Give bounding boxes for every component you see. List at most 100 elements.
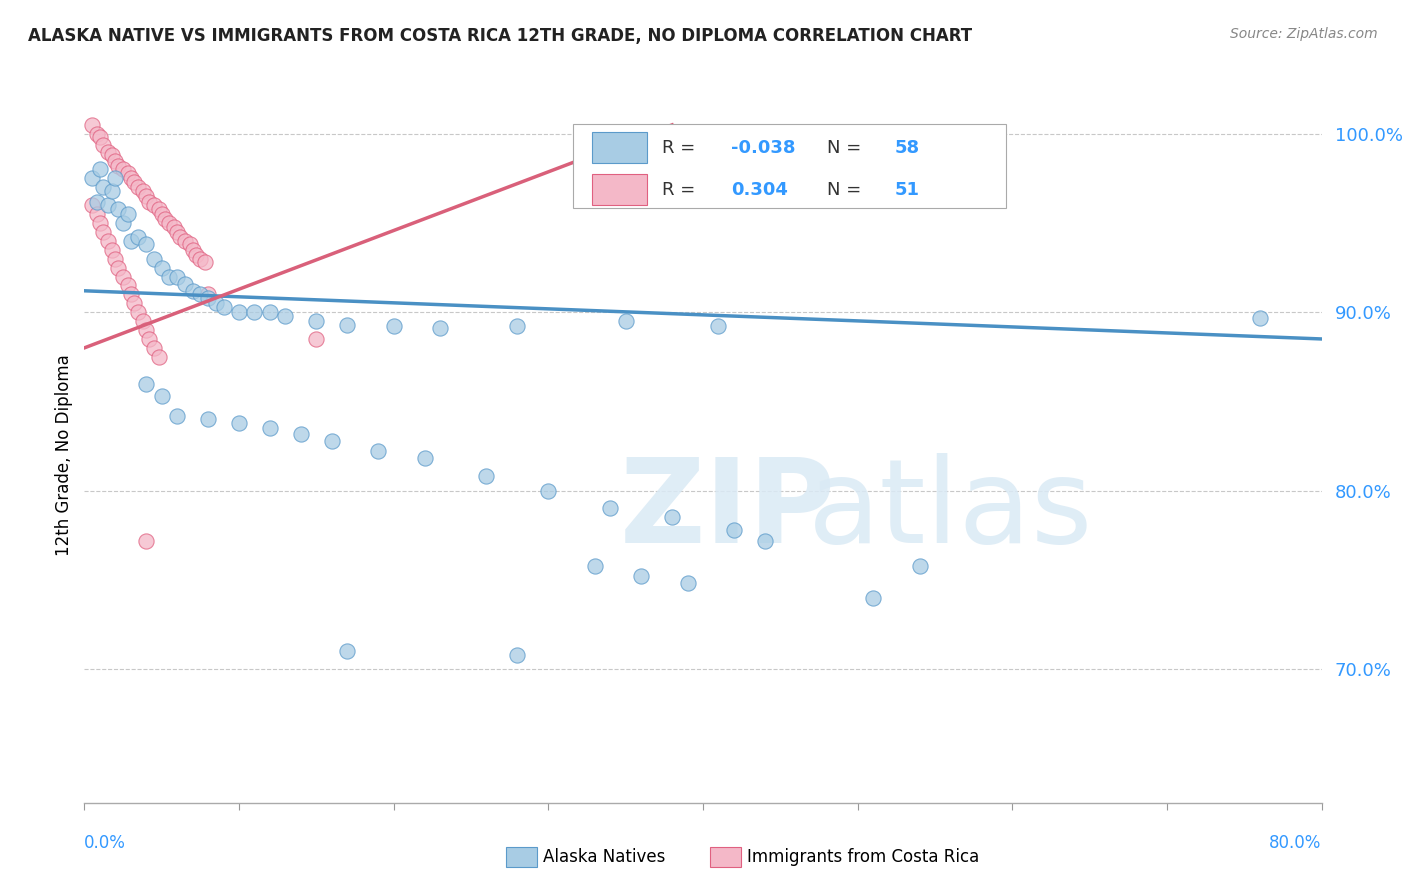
Point <box>91 180 114 194</box>
Point <box>259 421 281 435</box>
Point <box>166 409 188 423</box>
FancyBboxPatch shape <box>592 132 647 163</box>
Point <box>184 248 207 262</box>
Point <box>112 269 135 284</box>
Point <box>107 202 129 216</box>
Text: ZIP: ZIP <box>620 453 835 568</box>
Point <box>86 207 108 221</box>
Point <box>135 237 157 252</box>
Text: atlas: atlas <box>808 453 1092 568</box>
FancyBboxPatch shape <box>574 124 1007 208</box>
Point <box>179 237 201 252</box>
Point <box>91 137 114 152</box>
Point <box>91 225 114 239</box>
Point <box>148 350 170 364</box>
Point <box>104 252 127 266</box>
Point <box>150 207 173 221</box>
Point <box>143 341 166 355</box>
Point <box>96 145 118 159</box>
Point <box>120 287 142 301</box>
Point <box>336 644 359 658</box>
Point <box>336 318 359 332</box>
Point <box>96 234 118 248</box>
Point <box>212 300 235 314</box>
Point <box>321 434 343 448</box>
Point <box>676 576 699 591</box>
Point <box>135 323 157 337</box>
Point <box>132 184 155 198</box>
Point <box>135 376 157 391</box>
Point <box>506 319 529 334</box>
Point <box>159 216 180 230</box>
Point <box>89 216 111 230</box>
Point <box>630 569 652 583</box>
Point <box>259 305 281 319</box>
Text: ALASKA NATIVE VS IMMIGRANTS FROM COSTA RICA 12TH GRADE, NO DIPLOMA CORRELATION C: ALASKA NATIVE VS IMMIGRANTS FROM COSTA R… <box>28 27 972 45</box>
Point <box>228 416 250 430</box>
Point <box>132 314 155 328</box>
Point <box>127 305 149 319</box>
Point <box>82 118 104 132</box>
Text: N =: N = <box>827 139 866 157</box>
Text: R =: R = <box>662 180 702 199</box>
Point <box>169 230 191 244</box>
Point <box>475 469 498 483</box>
Point <box>1249 310 1271 325</box>
Text: N =: N = <box>827 180 866 199</box>
Text: 58: 58 <box>894 139 920 157</box>
Text: -0.038: -0.038 <box>731 139 796 157</box>
Point <box>197 412 219 426</box>
Point <box>305 332 328 346</box>
Point <box>143 252 166 266</box>
Text: 0.304: 0.304 <box>731 180 789 199</box>
Point <box>194 255 217 269</box>
Text: 80.0%: 80.0% <box>1270 834 1322 852</box>
Point <box>599 501 621 516</box>
Point <box>153 212 176 227</box>
Point <box>82 171 104 186</box>
FancyBboxPatch shape <box>592 174 647 205</box>
Point <box>117 278 139 293</box>
Point <box>367 444 389 458</box>
Point <box>150 389 173 403</box>
Y-axis label: 12th Grade, No Diploma: 12th Grade, No Diploma <box>55 354 73 556</box>
Text: R =: R = <box>662 139 702 157</box>
Point <box>166 225 188 239</box>
Point <box>166 269 188 284</box>
Point <box>143 198 166 212</box>
Point <box>86 127 108 141</box>
Point <box>908 558 931 573</box>
Point <box>382 319 405 334</box>
Point <box>101 148 124 162</box>
Point <box>614 314 637 328</box>
Point <box>89 162 111 177</box>
Point <box>86 194 108 209</box>
Text: Source: ZipAtlas.com: Source: ZipAtlas.com <box>1230 27 1378 41</box>
Point <box>112 216 135 230</box>
Point <box>174 277 197 291</box>
Text: 51: 51 <box>894 180 920 199</box>
Point <box>135 189 157 203</box>
Point <box>174 234 197 248</box>
Point <box>413 451 436 466</box>
Point <box>104 153 127 168</box>
Point <box>107 159 129 173</box>
Point <box>122 296 145 310</box>
Point <box>583 558 606 573</box>
Point <box>274 309 297 323</box>
Point <box>181 243 204 257</box>
Text: Immigrants from Costa Rica: Immigrants from Costa Rica <box>747 848 979 866</box>
Point <box>243 305 266 319</box>
Point <box>148 202 170 216</box>
Point <box>96 198 118 212</box>
Point <box>197 291 219 305</box>
Point <box>120 234 142 248</box>
Point <box>181 284 204 298</box>
Point <box>188 252 211 266</box>
Text: 0.0%: 0.0% <box>84 834 127 852</box>
Point <box>104 171 127 186</box>
Point <box>122 175 145 189</box>
Point <box>120 171 142 186</box>
Point <box>138 194 160 209</box>
Text: Alaska Natives: Alaska Natives <box>543 848 665 866</box>
